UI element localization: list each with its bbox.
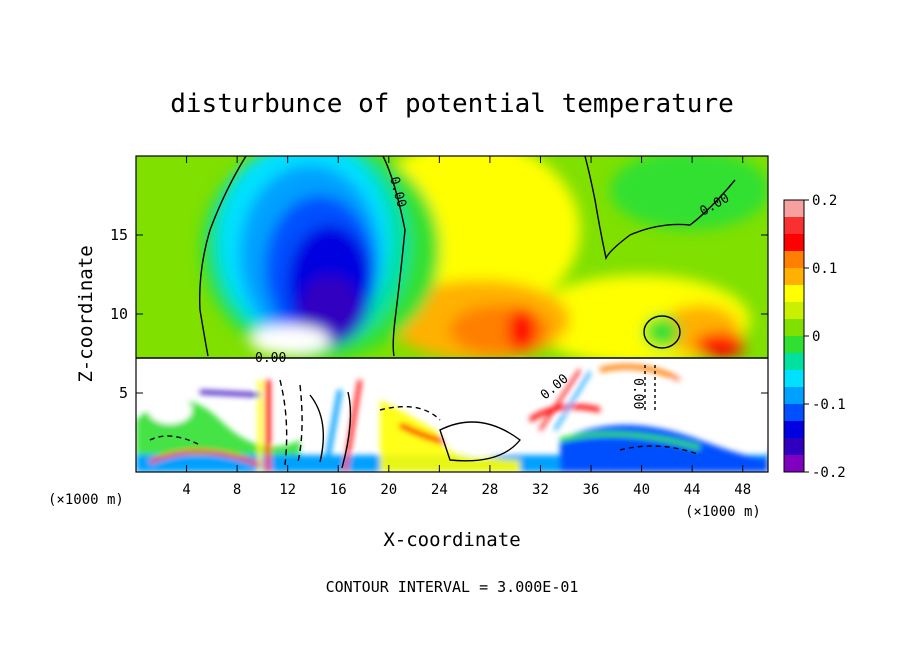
colorbar-swatch — [784, 336, 804, 354]
colorbar-tick-label: -0.2 — [812, 465, 846, 481]
colorbar-swatch — [784, 319, 804, 337]
colorbar-swatch — [784, 370, 804, 388]
y-tick-label: 10 — [110, 305, 128, 323]
field-upper — [200, 156, 768, 365]
colorbar-swatch — [784, 285, 804, 303]
colorbar-swatch — [784, 302, 804, 320]
colorbar-ticks: 0.2 0.1 0 -0.1 -0.2 — [804, 193, 846, 481]
x-axis: 4 8 12 16 20 24 28 32 36 40 44 48 — [182, 156, 751, 498]
colorbar-swatch — [784, 421, 804, 439]
colorbar-swatch — [784, 268, 804, 286]
contour-label: 0.00 — [630, 378, 645, 409]
plot-area — [136, 156, 768, 472]
colorbar-tick-label: 0 — [812, 329, 820, 345]
colorbar-swatch — [784, 438, 804, 456]
colorbar-swatch — [784, 455, 804, 473]
contour-interval-note: CONTOUR INTERVAL = 3.000E-01 — [326, 578, 579, 596]
colorbar-swatch — [784, 251, 804, 269]
colorbar-tick-label: 0.1 — [812, 261, 837, 277]
colorbar-swatch — [784, 387, 804, 405]
colorbar-swatch — [784, 200, 804, 218]
x-axis-label: X-coordinate — [383, 529, 520, 551]
x-tick-label: 48 — [734, 482, 751, 498]
x-tick-label: 20 — [380, 482, 397, 498]
field-lower-patches — [136, 360, 768, 472]
x-tick-label: 36 — [583, 482, 600, 498]
x-unit-label-right: (×1000 m) — [685, 504, 761, 520]
chart-title: disturbunce of potential temperature — [170, 89, 734, 119]
x-tick-label: 8 — [233, 482, 241, 498]
x-tick-label: 4 — [182, 482, 190, 498]
y-tick-label: 5 — [119, 384, 128, 402]
colorbar — [784, 200, 804, 473]
x-unit-label-left: (×1000 m) — [48, 492, 124, 508]
colorbar-tick-label: -0.1 — [812, 397, 846, 413]
contour-lines — [136, 156, 768, 469]
x-tick-label: 28 — [481, 482, 498, 498]
x-tick-label: 44 — [684, 482, 701, 498]
colorbar-swatch — [784, 234, 804, 252]
colorbar-swatch — [784, 353, 804, 371]
x-tick-label: 40 — [633, 482, 650, 498]
y-axis: 5 10 15 — [110, 226, 768, 402]
colorbar-swatch — [784, 404, 804, 422]
colorbar-swatch — [784, 217, 804, 235]
contour-label: 0.00 — [255, 351, 286, 366]
x-tick-label: 16 — [330, 482, 347, 498]
x-tick-label: 24 — [431, 482, 448, 498]
x-tick-label: 12 — [279, 482, 296, 498]
y-tick-label: 15 — [110, 226, 128, 244]
x-tick-label: 32 — [532, 482, 549, 498]
colorbar-tick-label: 0.2 — [812, 193, 837, 209]
y-axis-label: Z-coordinate — [75, 245, 97, 382]
